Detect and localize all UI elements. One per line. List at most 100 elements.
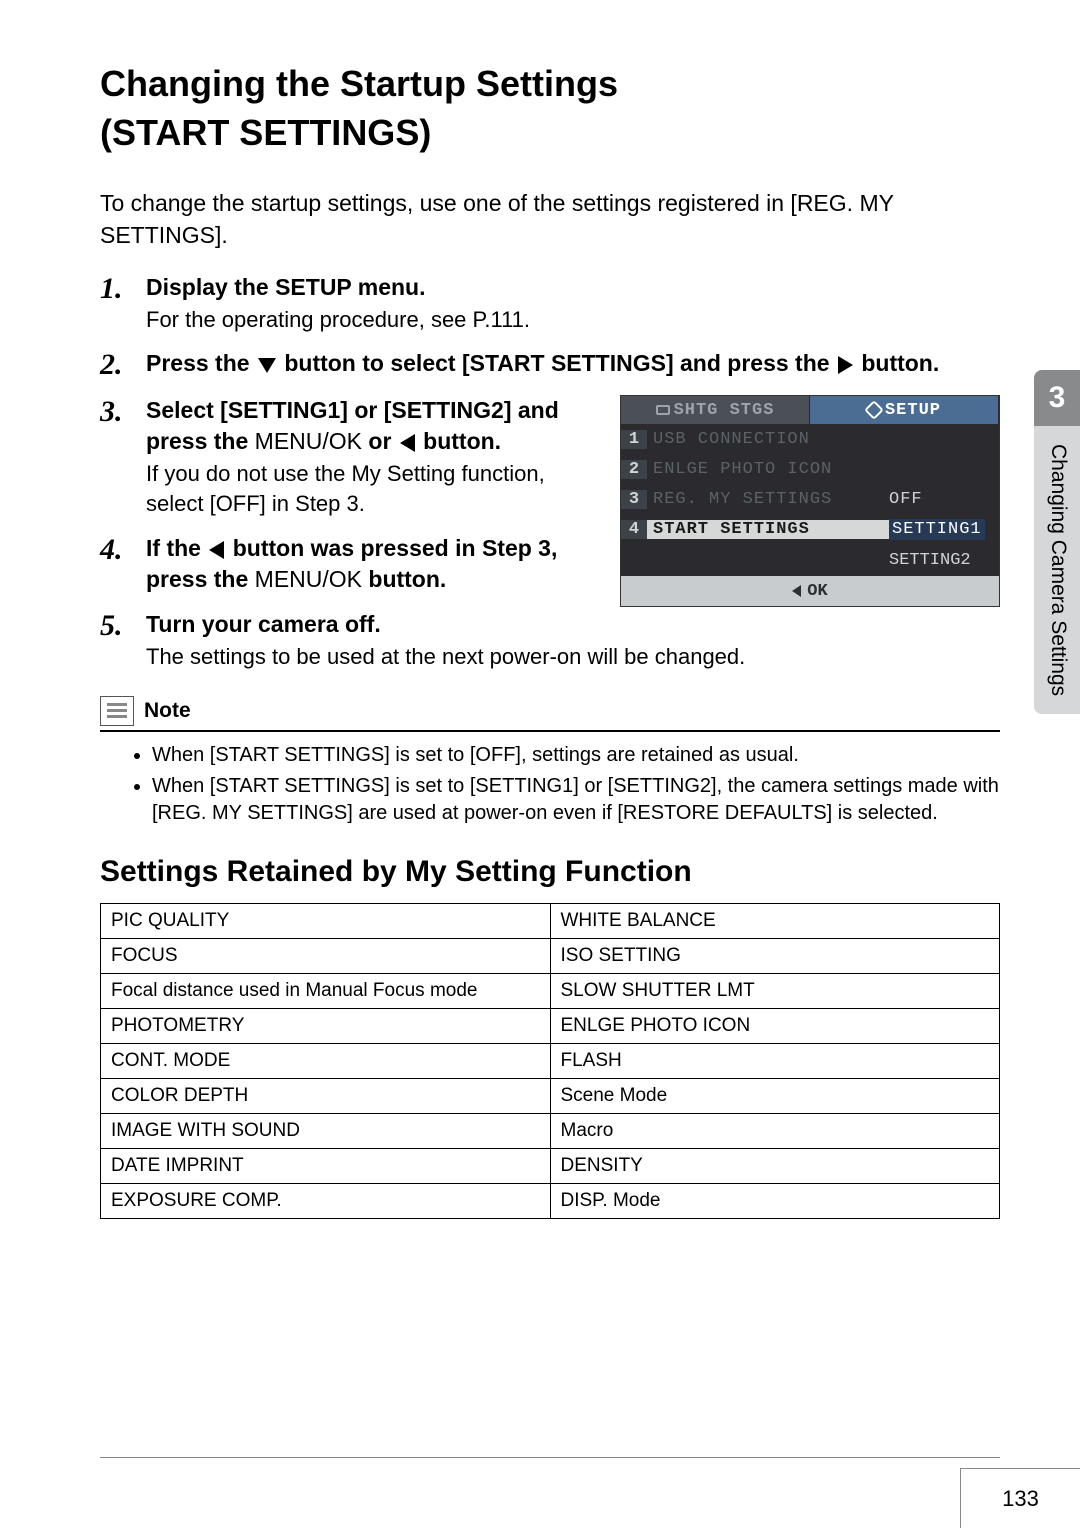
footer-divider xyxy=(100,1457,1000,1458)
step-2: 2. Press the button to select [START SET… xyxy=(100,348,1000,381)
menu-ok-label: MENU/OK xyxy=(255,428,362,454)
t: button to select [START SETTINGS] and pr… xyxy=(278,350,836,376)
step-number: 5. xyxy=(100,609,146,672)
step-title: Select [SETTING1] or [SETTING2] and pres… xyxy=(146,395,600,457)
l: ENLGE PHOTO ICON xyxy=(647,460,889,479)
camera-icon xyxy=(656,405,670,415)
step-title: If the button was pressed in Step 3, pre… xyxy=(146,533,600,595)
settings-table: PIC QUALITYWHITE BALANCE FOCUSISO SETTIN… xyxy=(100,903,1000,1219)
table-row: EXPOSURE COMP.DISP. Mode xyxy=(101,1183,1000,1218)
right-arrow-icon xyxy=(838,356,853,374)
lcd-tab-setup: SETUP xyxy=(810,396,999,424)
intro-text: To change the startup settings, use one … xyxy=(100,187,1000,251)
lcd-row: 2ENLGE PHOTO ICON xyxy=(621,454,999,484)
note-list: When [START SETTINGS] is set to [OFF], s… xyxy=(100,742,1000,827)
v: OFF xyxy=(889,490,999,509)
l: USB CONNECTION xyxy=(647,430,889,449)
step-5: 5. Turn your camera off. The settings to… xyxy=(100,609,1000,672)
table-row: CONT. MODEFLASH xyxy=(101,1043,1000,1078)
step-3: 3. Select [SETTING1] or [SETTING2] and p… xyxy=(100,395,600,518)
left-arrow-icon xyxy=(209,541,224,559)
table-row: PIC QUALITYWHITE BALANCE xyxy=(101,903,1000,938)
cell: FOCUS xyxy=(101,938,551,973)
cell: ENLGE PHOTO ICON xyxy=(550,1008,1000,1043)
step-1: 1. Display the SETUP menu. For the opera… xyxy=(100,272,1000,335)
cell: COLOR DEPTH xyxy=(101,1078,551,1113)
cell: DENSITY xyxy=(550,1148,1000,1183)
wrench-icon xyxy=(864,400,884,420)
table-row: PHOTOMETRYENLGE PHOTO ICON xyxy=(101,1008,1000,1043)
cell: SLOW SHUTTER LMT xyxy=(550,973,1000,1008)
v: SETTING1 xyxy=(889,520,999,539)
selected-value: SETTING1 xyxy=(889,519,985,540)
n: 4 xyxy=(621,520,647,539)
v: SETTING2 xyxy=(889,551,999,570)
lcd-row-selected: 4START SETTINGSSETTING1 xyxy=(621,514,999,544)
n: 1 xyxy=(621,430,647,449)
table-row: FOCUSISO SETTING xyxy=(101,938,1000,973)
step-title: Display the SETUP menu. xyxy=(146,272,1000,303)
note-item: When [START SETTINGS] is set to [OFF], s… xyxy=(152,742,1000,769)
cell: WHITE BALANCE xyxy=(550,903,1000,938)
lcd-row: 3REG. MY SETTINGSOFF xyxy=(621,484,999,514)
n: 2 xyxy=(621,460,647,479)
t: Press the xyxy=(146,350,256,376)
t: button. xyxy=(855,350,939,376)
title-line-2: (START SETTINGS) xyxy=(100,109,1000,158)
chapter-number: 3 xyxy=(1034,370,1080,426)
cell: Focal distance used in Manual Focus mode xyxy=(101,973,551,1008)
cell: ISO SETTING xyxy=(550,938,1000,973)
cell: DATE IMPRINT xyxy=(101,1148,551,1183)
table-row: Focal distance used in Manual Focus mode… xyxy=(101,973,1000,1008)
t: button. xyxy=(417,428,501,454)
note-label: Note xyxy=(144,699,191,723)
t: SETUP xyxy=(885,401,941,420)
table-row: COLOR DEPTHScene Mode xyxy=(101,1078,1000,1113)
step-number: 3. xyxy=(100,395,146,518)
cell: PIC QUALITY xyxy=(101,903,551,938)
note-icon xyxy=(100,696,134,726)
left-arrow-icon xyxy=(400,434,415,452)
step-number: 2. xyxy=(100,348,146,381)
down-arrow-icon xyxy=(258,358,276,373)
step-number: 1. xyxy=(100,272,146,335)
step-title: Press the button to select [START SETTIN… xyxy=(146,348,1000,379)
cell: EXPOSURE COMP. xyxy=(101,1183,551,1218)
step-desc: If you do not use the My Setting functio… xyxy=(146,459,600,518)
note-item: When [START SETTINGS] is set to [SETTING… xyxy=(152,773,1000,827)
step-desc: The settings to be used at the next powe… xyxy=(146,642,1000,672)
chapter-title: Changing Camera Settings xyxy=(1034,426,1080,714)
step-title: Turn your camera off. xyxy=(146,609,1000,640)
ok-label: OK xyxy=(807,582,827,601)
sub-heading: Settings Retained by My Setting Function xyxy=(100,855,1000,889)
note-block: Note When [START SETTINGS] is set to [OF… xyxy=(100,696,1000,827)
step-desc: For the operating procedure, see P.111. xyxy=(146,305,1000,335)
table-row: DATE IMPRINTDENSITY xyxy=(101,1148,1000,1183)
cell: FLASH xyxy=(550,1043,1000,1078)
l: REG. MY SETTINGS xyxy=(647,490,889,509)
t: or xyxy=(362,428,398,454)
page-number-box: 133 xyxy=(960,1468,1080,1528)
t: button. xyxy=(362,566,446,592)
side-tab: 3 Changing Camera Settings xyxy=(1034,370,1080,714)
table-row: IMAGE WITH SOUNDMacro xyxy=(101,1113,1000,1148)
steps-with-screenshot: 3. Select [SETTING1] or [SETTING2] and p… xyxy=(100,395,1000,609)
menu-ok-label: MENU/OK xyxy=(255,566,362,592)
n: 3 xyxy=(621,490,647,509)
cell: PHOTOMETRY xyxy=(101,1008,551,1043)
title-line-1: Changing the Startup Settings xyxy=(100,60,1000,109)
lcd-option: SETTING2 xyxy=(621,544,999,576)
cell: DISP. Mode xyxy=(550,1183,1000,1218)
t: SHTG STGS xyxy=(674,401,775,420)
step-4: 4. If the button was pressed in Step 3, … xyxy=(100,533,600,595)
cell: IMAGE WITH SOUND xyxy=(101,1113,551,1148)
page-number: 133 xyxy=(1002,1486,1039,1512)
camera-lcd-screenshot: SHTG STGS SETUP 1USB CONNECTION 2ENLGE P… xyxy=(620,395,1000,607)
l: START SETTINGS xyxy=(647,520,889,539)
left-arrow-icon xyxy=(792,585,801,597)
cell: Scene Mode xyxy=(550,1078,1000,1113)
cell: CONT. MODE xyxy=(101,1043,551,1078)
step-number: 4. xyxy=(100,533,146,595)
lcd-row: 1USB CONNECTION xyxy=(621,424,999,454)
t: If the xyxy=(146,535,207,561)
